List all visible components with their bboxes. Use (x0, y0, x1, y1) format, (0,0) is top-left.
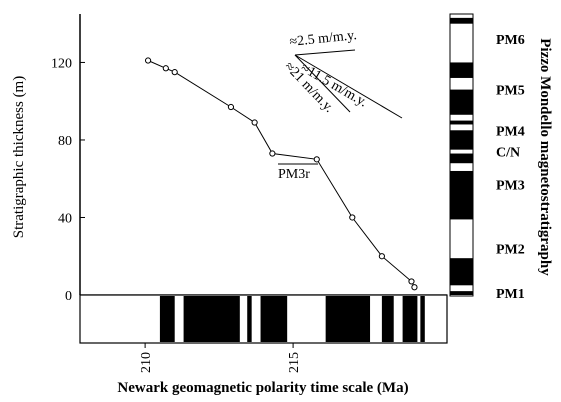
data-point (144, 57, 152, 64)
newark-normal-band (247, 296, 252, 342)
pizzo-mondello-column (449, 13, 474, 297)
y-tick-label: 0 (65, 289, 72, 304)
pm-zone-label: PM3 (496, 179, 525, 194)
pm-normal-band (450, 153, 473, 164)
x-tick-label: 210 (139, 352, 154, 373)
newark-normal-band (325, 296, 371, 342)
pm-normal-band (450, 130, 473, 150)
axes (79, 14, 447, 296)
pm-normal-band (450, 291, 473, 295)
data-point (251, 119, 258, 126)
pm-zone-label: PM2 (496, 242, 525, 257)
newark-normal-band (183, 296, 240, 342)
pm-zone-label: PM4 (496, 124, 525, 139)
x-tick-label: 215 (287, 352, 302, 373)
pm-zone-label: PM1 (496, 287, 525, 302)
data-point (349, 214, 356, 221)
rate-guides (278, 49, 403, 165)
x-axis-title: Newark geomagnetic polarity time scale (… (117, 380, 408, 396)
rate-line-21 (294, 54, 351, 113)
data-point (171, 69, 178, 76)
newark-normal-band (420, 296, 425, 342)
data-point (227, 103, 235, 111)
newark-normal-band (402, 296, 418, 342)
annotation-rate-2-5: ≈2.5 m/m.y. (289, 28, 358, 50)
pm-normal-band (450, 89, 473, 115)
pm-zone-label: PM5 (496, 84, 525, 99)
pm-normal-band (450, 258, 473, 286)
y-axis-title: Stratigraphic thickness (m) (11, 76, 27, 238)
y-tick-label: 80 (58, 134, 72, 149)
pm-normal-band (450, 62, 473, 78)
newark-polarity-bar (79, 294, 448, 344)
data-point (411, 284, 418, 291)
right-axis-title: Pizzo Mondello magnetostratigraphy (537, 38, 553, 276)
y-tick-label: 120 (51, 56, 72, 71)
rate-line-2-5 (294, 49, 356, 56)
data-point (408, 278, 415, 285)
data-point (378, 253, 385, 260)
newark-normal-band (381, 296, 394, 342)
y-tick-label: 40 (58, 211, 72, 226)
rate-line-11-5 (294, 54, 403, 119)
newark-normal-band (159, 296, 175, 342)
pm-zone-label: PM6 (496, 33, 525, 48)
pm-normal-band (450, 120, 473, 125)
data-point (313, 156, 320, 163)
annotation-pm3r: PM3r (278, 167, 310, 182)
data-point (269, 150, 276, 157)
pm-zone-label: C/N (496, 146, 520, 161)
pm-normal-band (450, 17, 473, 24)
pm-normal-band (450, 170, 473, 220)
data-point (162, 65, 169, 72)
newark-normal-band (260, 296, 288, 342)
